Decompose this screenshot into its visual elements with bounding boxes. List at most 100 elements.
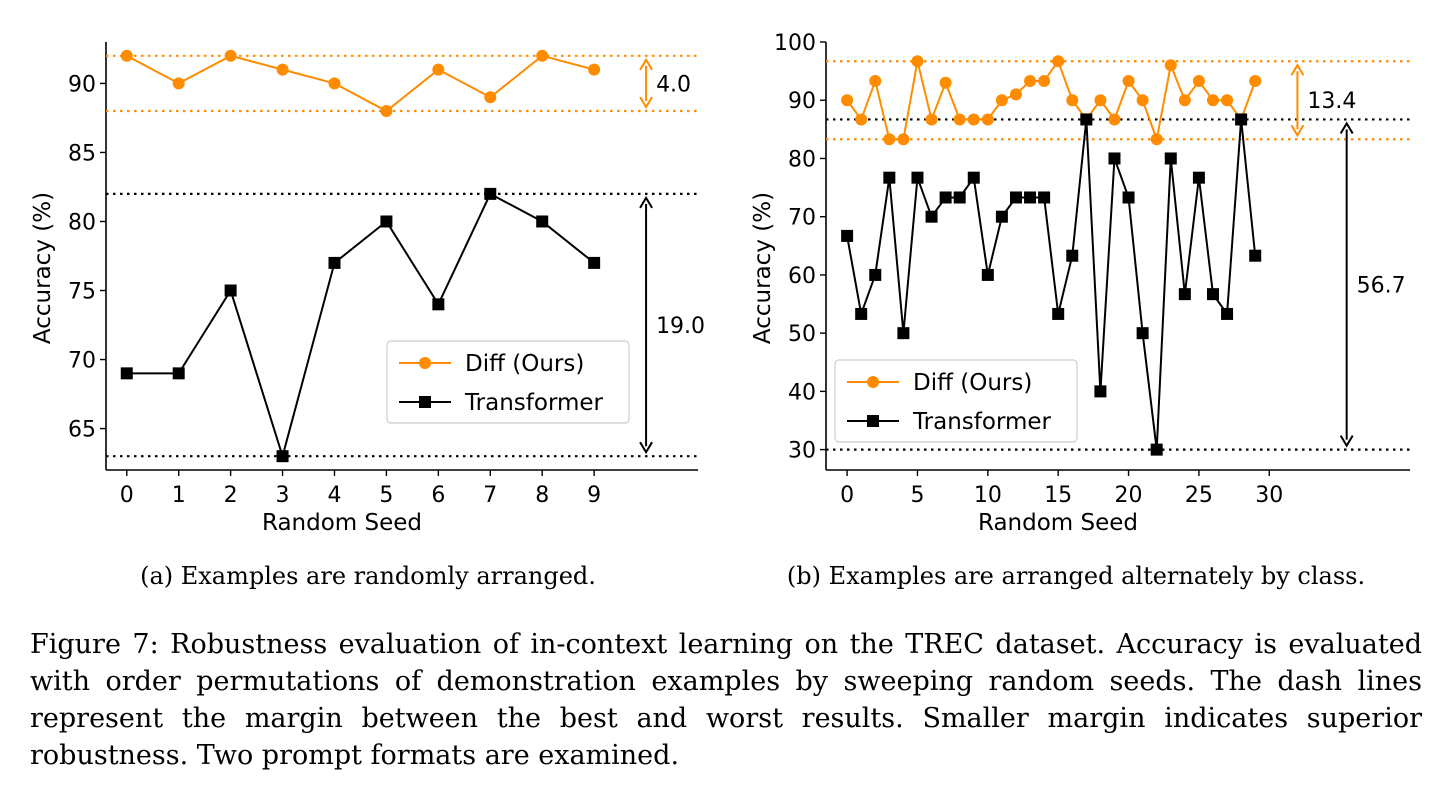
chart-b-point-transformer bbox=[1009, 191, 1022, 204]
chart-b-point-transformer bbox=[1052, 307, 1065, 320]
chart-b-point-transformer bbox=[897, 327, 910, 340]
chart-a-legend-label: Transformer bbox=[464, 390, 604, 416]
chart-a-y-tick-label: 90 bbox=[68, 72, 96, 97]
chart-a-point-diff bbox=[120, 49, 133, 62]
chart-b-y-tick-label: 50 bbox=[788, 322, 816, 347]
chart-b-y-tick-label: 70 bbox=[788, 206, 816, 231]
chart-panel-a: 65 70 75 80 85 90 0 1 2 3 4 5 6 7 8 9 Random Seed Accurac… bbox=[30, 42, 705, 536]
chart-a-legend-marker-transformer bbox=[419, 396, 431, 408]
chart-a-point-diff bbox=[328, 77, 341, 90]
chart-b-x-axis-title: Random Seed bbox=[978, 510, 1138, 536]
chart-b-point-transformer bbox=[841, 229, 854, 242]
chart-a-x-axis-title: Random Seed bbox=[262, 510, 422, 536]
chart-a-point-diff bbox=[172, 77, 185, 90]
chart-b-point-transformer bbox=[1164, 152, 1177, 165]
chart-b-point-transformer bbox=[995, 210, 1008, 223]
chart-b-x-tick-label: 20 bbox=[1115, 483, 1143, 508]
chart-a-point-diff bbox=[588, 63, 601, 76]
chart-a-point-transformer bbox=[380, 215, 393, 228]
chart-a-arrow-head-up bbox=[639, 57, 653, 71]
chart-a-point-diff bbox=[536, 49, 549, 62]
chart-b-x-tick-label: 0 bbox=[840, 483, 854, 508]
chart-b-y-tick-label: 90 bbox=[788, 89, 816, 114]
chart-a-y-tick-label: 70 bbox=[68, 349, 96, 374]
chart-b-point-diff bbox=[1178, 94, 1191, 107]
chart-a-arrow-head-up bbox=[639, 195, 653, 209]
chart-b-point-diff bbox=[1164, 59, 1177, 72]
chart-a-y-tick-label: 80 bbox=[68, 210, 96, 235]
chart-a-point-diff bbox=[276, 63, 289, 76]
chart-b-point-transformer bbox=[883, 171, 896, 184]
chart-b-point-transformer bbox=[939, 191, 952, 204]
chart-b-point-diff bbox=[869, 75, 882, 88]
chart-a-x-tick-label: 1 bbox=[172, 483, 186, 508]
chart-b-arrow-head-down bbox=[1290, 124, 1305, 138]
chart-a-point-diff bbox=[380, 105, 393, 118]
chart-b-arrow-head-up bbox=[1339, 121, 1354, 134]
chart-b-point-transformer bbox=[1122, 191, 1135, 204]
chart-a-point-diff bbox=[484, 91, 497, 104]
chart-a-x-tick-label: 0 bbox=[120, 483, 134, 508]
chart-b-point-transformer bbox=[1066, 249, 1079, 262]
chart-b-y-axis-title: Accuracy (%) bbox=[750, 192, 776, 344]
chart-b-y-tick-label: 80 bbox=[788, 147, 816, 172]
chart-b-margin-label: 13.4 bbox=[1307, 89, 1356, 114]
chart-b-series-line-transformer bbox=[846, 119, 1257, 450]
chart-b-point-transformer bbox=[1038, 191, 1051, 204]
figure-caption: Figure 7: Robustness evaluation of in-co… bbox=[30, 629, 1422, 771]
chart-b-point-transformer bbox=[1221, 307, 1234, 320]
chart-b-point-diff bbox=[897, 133, 910, 146]
chart-a-point-transformer bbox=[276, 450, 289, 463]
chart-a-x-tick-label: 9 bbox=[587, 483, 601, 508]
chart-a-point-transformer bbox=[328, 256, 341, 269]
chart-b-point-diff bbox=[1009, 88, 1022, 101]
chart-b-point-diff bbox=[1094, 94, 1107, 107]
chart-b-x-tick-label: 10 bbox=[974, 483, 1002, 508]
chart-b-y-tick-label: 60 bbox=[788, 264, 816, 289]
chart-b-point-transformer bbox=[1108, 152, 1121, 165]
chart-b-point-diff bbox=[995, 94, 1008, 107]
chart-b-point-diff bbox=[1192, 75, 1205, 88]
chart-b-point-diff bbox=[1122, 75, 1135, 88]
chart-a-y-axis-title: Accuracy (%) bbox=[30, 192, 56, 344]
subcaption-a: (a) Examples are randomly arranged. bbox=[140, 562, 596, 590]
chart-b-x-tick-label: 5 bbox=[910, 483, 924, 508]
chart-a-legend-label: Diff (Ours) bbox=[465, 351, 584, 377]
chart-a-point-diff bbox=[224, 49, 237, 62]
chart-a-legend-marker-diff bbox=[419, 357, 431, 369]
chart-a-margin-label: 4.0 bbox=[656, 72, 691, 97]
chart-b-point-diff bbox=[1024, 75, 1037, 88]
chart-a-x-tick-label: 2 bbox=[224, 483, 238, 508]
chart-a-point-transformer bbox=[224, 284, 237, 297]
chart-b-point-diff bbox=[855, 113, 868, 126]
chart-b-y-tick-label: 100 bbox=[774, 31, 816, 56]
chart-b-point-diff bbox=[1136, 94, 1149, 107]
chart-b-arrow-head-up bbox=[1290, 63, 1305, 76]
chart-a-x-tick-label: 4 bbox=[327, 483, 341, 508]
chart-b-point-diff bbox=[953, 113, 966, 126]
chart-a-x-tick-label: 8 bbox=[535, 483, 549, 508]
chart-a-arrow-head-down bbox=[639, 96, 653, 109]
chart-a-arrow-head-down bbox=[639, 441, 653, 455]
chart-b-legend-marker-diff bbox=[867, 376, 879, 388]
chart-b-point-diff bbox=[967, 113, 980, 126]
chart-b-x-tick-label: 15 bbox=[1044, 483, 1072, 508]
chart-a-x-tick-label: 3 bbox=[276, 483, 290, 508]
chart-b-margin-label: 56.7 bbox=[1357, 274, 1406, 299]
chart-b-point-diff bbox=[1206, 94, 1219, 107]
chart-b-point-diff bbox=[1052, 55, 1065, 68]
subcaption-b: (b) Examples are arranged alternately by… bbox=[787, 562, 1365, 590]
chart-b-x-tick-label: 25 bbox=[1185, 483, 1213, 508]
chart-a-point-transformer bbox=[120, 367, 133, 380]
chart-b-point-transformer bbox=[981, 268, 994, 281]
chart-b-legend-label: Diff (Ours) bbox=[913, 370, 1032, 396]
chart-b-point-diff bbox=[925, 113, 938, 126]
chart-b-point-diff bbox=[841, 94, 854, 107]
chart-b-point-transformer bbox=[911, 171, 924, 184]
chart-b-point-diff bbox=[1038, 75, 1051, 88]
chart-a-y-tick-label: 75 bbox=[68, 280, 96, 305]
chart-a-point-transformer bbox=[432, 298, 445, 311]
chart-b-point-diff bbox=[1150, 133, 1163, 146]
chart-b-point-diff bbox=[939, 76, 952, 89]
chart-b-point-transformer bbox=[869, 268, 882, 281]
